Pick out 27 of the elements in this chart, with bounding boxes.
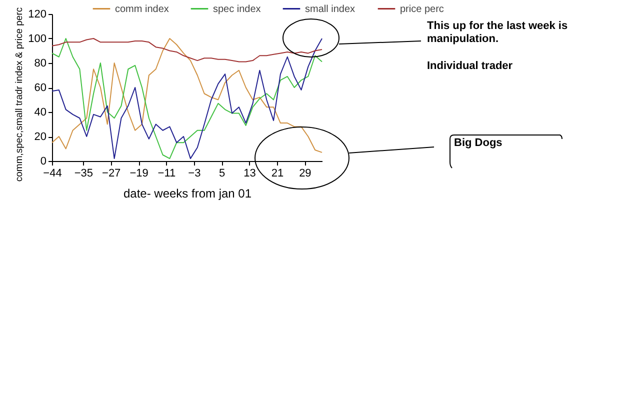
x-tick-label: −44	[43, 168, 62, 180]
legend-label: price perc	[400, 4, 444, 15]
text: This up for the last week is manipulation.	[427, 20, 569, 46]
text: Individual trader	[427, 60, 514, 73]
x-tick-label: 21	[271, 168, 284, 180]
legend-label: spec index	[213, 4, 261, 15]
line-series	[52, 38, 322, 62]
text: Big Dogs	[454, 137, 504, 150]
x-tick-label: −19	[130, 168, 148, 180]
legend-label: small index	[305, 4, 356, 15]
x-axis-title: date- weeks from jan 01	[123, 186, 252, 200]
y-tick-label: 80	[34, 58, 46, 70]
y-tick-label: 20	[34, 131, 46, 143]
y-tick-label: 100	[28, 33, 46, 45]
y-tick-label: 120	[28, 8, 46, 20]
x-tick-label: 5	[219, 168, 226, 180]
x-tick-label: −11	[158, 168, 176, 180]
x-tick-label: −3	[188, 168, 201, 180]
y-tick-label: 40	[34, 106, 46, 118]
x-tick-label: 29	[299, 168, 312, 180]
legend-label: comm index	[115, 4, 169, 15]
y-axis-title: comm,spec,small tradr index & price perc	[14, 7, 26, 182]
x-tick-label: 13	[244, 168, 256, 180]
y-tick-label: 0	[40, 156, 46, 168]
x-tick-label: −27	[102, 168, 121, 180]
y-tick-label: 60	[34, 82, 46, 94]
x-tick-label: −35	[74, 168, 93, 180]
